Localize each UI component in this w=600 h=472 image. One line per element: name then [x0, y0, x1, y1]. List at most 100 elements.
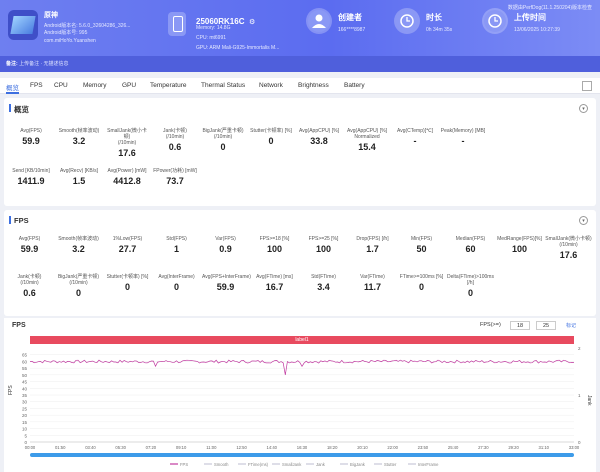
label-band[interactable]: label1: [30, 336, 574, 344]
metric-label: Avg(InterFrame): [158, 274, 195, 280]
fps-threshold-1-input[interactable]: 18: [510, 321, 530, 330]
legend-label: Stutter: [384, 462, 397, 467]
metric-item: BigJank(严重卡顿) (/10min) 0: [55, 274, 102, 298]
x-tick-label: 22:00: [387, 445, 398, 450]
metric-label: Jank(卡顿) (/10min): [17, 274, 42, 286]
metric-label: Var(FPS): [215, 236, 236, 242]
metric-label: FPS>=25 [%]: [308, 236, 339, 242]
tab-temperature[interactable]: Temperature: [150, 82, 187, 89]
y-tick-label: 50: [22, 373, 28, 378]
fps-threshold-2-input[interactable]: 25: [536, 321, 556, 330]
gear-icon[interactable]: ⚙: [248, 19, 256, 26]
mark-link[interactable]: 标记: [566, 323, 577, 329]
metric-value: 0: [124, 282, 130, 292]
metric-item: Smooth(帧率波动) 3.2: [55, 236, 102, 254]
tab-network[interactable]: Network: [259, 82, 283, 89]
y-tick-label: 35: [22, 393, 28, 398]
legend-label: FPS: [180, 462, 188, 467]
app-package: com.miHoYo.Yuanshen: [44, 38, 96, 44]
metric-value: 15.4: [358, 142, 376, 152]
report-header: 原神 Android版本名: 5.6.0_32604286_326... And…: [0, 0, 600, 72]
metric-value: 100: [315, 244, 332, 254]
y-tick-label: 30: [22, 400, 28, 405]
app-version-code: Android版本号: 995: [44, 30, 88, 36]
fps-threshold-label: FPS(>=): [480, 322, 501, 328]
metric-item: Var(FTime) 11.7: [349, 274, 396, 292]
chart-title: FPS: [12, 322, 26, 329]
tab-thermal-status[interactable]: Thermal Status: [201, 82, 246, 89]
collapse-icon[interactable]: ▾: [579, 216, 588, 225]
metric-value: 11.7: [363, 282, 382, 292]
metric-label: FPower(功耗) [mW]: [153, 168, 197, 174]
metric-item: MedRange(FPS)[%] 100: [496, 236, 543, 254]
tab-brightness[interactable]: Brightness: [298, 82, 329, 89]
legend-label: SmallJank: [282, 462, 302, 467]
x-tick-label: 00:00: [25, 445, 36, 450]
metric-value: 59.9: [216, 282, 235, 292]
x-tick-label: 01:50: [55, 445, 66, 450]
metric-label: Var(FTime): [360, 274, 385, 280]
fps-chart-panel: FPS FPS(>=) 18 25 标记 label1 0 5 10 15 20 25 30…: [4, 318, 596, 472]
legend-label: Smooth: [214, 462, 229, 467]
metric-label: 1%Low(FPS): [112, 236, 143, 242]
metric-label: Peak(Memory) [MB]: [440, 128, 486, 134]
metric-value: 0: [467, 288, 473, 298]
metric-value: 50: [416, 244, 427, 254]
tab-fps[interactable]: FPS: [30, 82, 43, 89]
device-cpu: CPU: mt6991: [196, 35, 227, 41]
metric-label: SmallJank(微小卡顿) (/10min): [107, 128, 147, 146]
fps-section-title: FPS: [9, 216, 29, 225]
metric-label: BigJank(严重卡顿) (/10min): [57, 274, 100, 286]
metric-value: 73.7: [166, 176, 184, 186]
metric-value: 0: [220, 142, 226, 152]
y-tick-label: 40: [22, 386, 28, 391]
metric-item: Var(FPS) 0.9: [202, 236, 249, 254]
metric-item: Avg(FTime) [ms] 16.7: [251, 274, 298, 292]
x-tick-label: 18:20: [327, 445, 338, 450]
metric-label: Avg(Power) [mW]: [107, 168, 147, 174]
x-tick-label: 33:00: [569, 445, 580, 450]
metric-item: SmallJank(微小卡顿) (/10min) 17.6: [545, 236, 592, 260]
y-tick-label: 0: [24, 440, 27, 445]
metric-value: 1.7: [366, 244, 379, 254]
metric-item: Avg(AppCPU) [%] Normalized 15.4: [344, 128, 390, 152]
fps-line-chart[interactable]: 05101520253035404550556065012FPSJank00:0…: [4, 346, 596, 472]
metric-value: 4412.8: [113, 176, 141, 186]
metric-value: -: [413, 136, 417, 146]
metric-label: Smooth(帧率波动): [58, 236, 99, 242]
legend-label: InterFrame: [418, 462, 439, 467]
x-tick-label: 16:30: [297, 445, 308, 450]
tab-gpu[interactable]: GPU: [122, 82, 137, 89]
metric-item: Drop(FPS) [/h] 1.7: [349, 236, 396, 254]
metric-item: Avg(AppCPU) [%] 33.8: [296, 128, 342, 146]
y2-tick-label: 2: [578, 346, 581, 351]
x-tick-label: 25:40: [448, 445, 459, 450]
collapse-icon[interactable]: ▾: [579, 104, 588, 113]
metric-value: 27.7: [118, 244, 137, 254]
metric-value: 60: [465, 244, 476, 254]
metric-label: Median(FPS): [455, 236, 486, 242]
x-tick-label: 07:20: [146, 445, 157, 450]
metric-value: 0.9: [219, 244, 232, 254]
metric-label: Avg(CTemp)[℃]: [396, 128, 434, 134]
y-tick-label: 45: [22, 380, 28, 385]
metric-label: Delta(FTime)>100ms [/h]: [447, 274, 494, 286]
x-tick-label: 09:10: [176, 445, 187, 450]
tab-memory[interactable]: Memory: [83, 82, 107, 89]
metric-value: 59.9: [20, 244, 39, 254]
metric-item: FPS>=25 [%] 100: [300, 236, 347, 254]
metric-item: Avg(CTemp)[℃] -: [392, 128, 438, 146]
metric-value: 3.2: [72, 244, 85, 254]
user-icon: [308, 10, 330, 32]
overview-title: 概览: [9, 104, 29, 114]
tab-cpu[interactable]: CPU: [54, 82, 68, 89]
grid-icon[interactable]: [582, 81, 592, 91]
metric-label: Send [KB/10min]: [12, 168, 50, 174]
metric-item: Avg(FPS+InterFrame) 59.9: [202, 274, 251, 292]
legend-label: FTime(ms): [248, 462, 269, 467]
tab-battery[interactable]: Battery: [344, 82, 365, 89]
note-text[interactable]: 上传备注 · 无描述信息: [19, 61, 69, 67]
device-memory: Memory: 14.8G: [196, 25, 231, 31]
note-bar: 备注: 上传备注 · 无描述信息: [0, 56, 600, 72]
tab-overview[interactable]: 概览: [6, 82, 19, 94]
